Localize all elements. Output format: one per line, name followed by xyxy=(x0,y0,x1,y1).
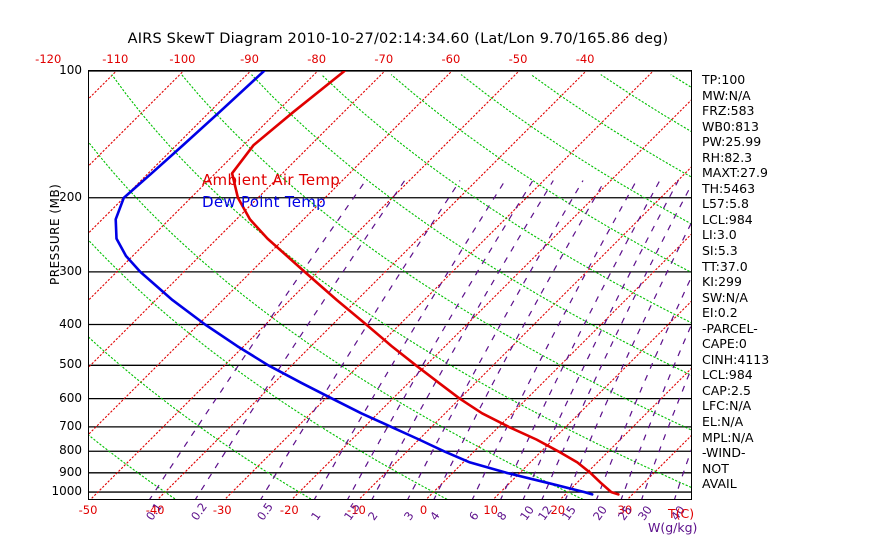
bottom-temp-tick: -50 xyxy=(78,503,98,517)
mixing-ratio-lines xyxy=(149,180,691,499)
bottom-temp-tick: 20 xyxy=(550,503,566,517)
pressure-tick: 500 xyxy=(59,357,82,372)
pressure-axis-label: PRESSURE (MB) xyxy=(48,183,62,285)
legend-ambient-air-temp: Ambient Air Temp xyxy=(202,171,341,189)
parameter-row: WB0:813 xyxy=(702,118,759,134)
parameter-row: LCL:984 xyxy=(702,367,753,383)
pressure-tick: 200 xyxy=(59,189,82,204)
top-temp-tick: -120 xyxy=(35,52,62,66)
parameter-row: MPL:N/A xyxy=(702,429,754,445)
skewt-plot-area: Ambient Air Temp Dew Point Temp xyxy=(88,70,692,500)
isotherm-lines xyxy=(89,71,691,499)
bottom-temp-tick: 10 xyxy=(483,503,498,517)
skewt-plot-svg xyxy=(89,71,691,499)
parameter-row: EI:0.2 xyxy=(702,305,738,321)
bottom-temp-tick: 30 xyxy=(617,503,633,517)
bottom-temp-tick: -40 xyxy=(145,503,165,517)
parameter-row: -WIND- xyxy=(702,445,746,461)
mixing-ratio-tick: 1 xyxy=(307,508,324,524)
mixing-ratio-tick: 10 xyxy=(516,503,537,524)
bottom-temp-tick: 0 xyxy=(419,503,428,517)
parameter-row: TP:100 xyxy=(702,72,746,87)
top-temp-tick: -50 xyxy=(508,52,528,66)
parameter-row: -PARCEL- xyxy=(702,320,758,336)
ambient-temp-curve xyxy=(230,71,620,496)
mixing-ratio-tick: 0.5 xyxy=(253,500,276,524)
parameter-row: SI:5.3 xyxy=(702,243,738,259)
pressure-tick: 1000 xyxy=(51,484,82,499)
pressure-tick: 600 xyxy=(59,390,82,405)
parameter-row: AVAIL xyxy=(702,476,737,492)
mixing-ratio-tick: 6 xyxy=(465,508,482,524)
top-temp-tick: -70 xyxy=(374,52,394,66)
mixing-ratio-tick: 4 xyxy=(427,508,443,524)
pressure-tick: 300 xyxy=(59,263,82,278)
pressure-tick: 400 xyxy=(59,316,82,331)
top-temp-tick: -100 xyxy=(169,52,196,66)
parameter-row: CAPE:0 xyxy=(702,336,747,352)
temperature-axis-label: T(C) xyxy=(668,506,695,521)
bottom-temp-tick: -10 xyxy=(347,503,366,517)
parameter-row: MAXT:27.9 xyxy=(702,165,768,181)
parameter-row: CAP:2.5 xyxy=(702,382,751,398)
parameter-row: EL:N/A xyxy=(702,414,744,430)
parameter-row: LFC:N/A xyxy=(702,398,752,414)
parameter-row: CINH:4113 xyxy=(702,351,770,367)
top-temp-tick: -40 xyxy=(575,52,595,66)
mixing-ratio-tick: 0.2 xyxy=(188,500,211,524)
top-temp-tick: -60 xyxy=(441,52,461,66)
mixing-ratio-tick: 8 xyxy=(494,508,510,524)
parameter-row: KI:299 xyxy=(702,274,742,290)
mixing-ratio-axis-label: W(g/kg) xyxy=(648,520,698,535)
pressure-tick: 800 xyxy=(59,443,82,458)
sounding-parameters-panel: TP:100 MW:N/A FRZ:583 WB0:813 PW:25.99 RH:82.… xyxy=(702,72,822,492)
dry-adiabat-lines xyxy=(89,74,691,499)
parameter-row: MW:N/A xyxy=(702,87,751,103)
bottom-temp-tick: -20 xyxy=(279,503,299,517)
parameter-row: TT:37.0 xyxy=(702,258,748,274)
parameter-row: FRZ:583 xyxy=(702,103,755,119)
mixing-ratio-tick: 3 xyxy=(400,508,417,524)
parameter-row: RH:82.3 xyxy=(702,149,753,165)
top-temp-tick: -110 xyxy=(102,52,129,66)
top-temp-tick: -80 xyxy=(307,52,327,66)
mixing-ratio-tick: 20 xyxy=(589,503,610,524)
pressure-tick: 100 xyxy=(59,63,82,77)
parameter-row: LI:3.0 xyxy=(702,227,737,243)
parameter-row: SW:N/A xyxy=(702,289,748,305)
parameter-row: PW:25.99 xyxy=(702,134,762,150)
parameter-row: LCL:984 xyxy=(702,211,753,227)
isobar-lines xyxy=(89,71,691,493)
parameter-row: NOT xyxy=(702,460,729,476)
parameter-row: L57:5.8 xyxy=(702,196,749,212)
mixing-ratio-tick: 2 xyxy=(365,508,381,524)
pressure-tick: 700 xyxy=(59,418,82,433)
pressure-tick: 900 xyxy=(59,464,82,479)
bottom-temp-tick: -30 xyxy=(212,503,232,517)
top-temp-tick: -90 xyxy=(240,52,259,66)
page-title: AIRS SkewT Diagram 2010-10-27/02:14:34.6… xyxy=(127,31,669,47)
parameter-row: TH:5463 xyxy=(702,180,756,196)
dew-point-curve xyxy=(114,71,594,496)
legend-dew-point-temp: Dew Point Temp xyxy=(202,193,327,211)
